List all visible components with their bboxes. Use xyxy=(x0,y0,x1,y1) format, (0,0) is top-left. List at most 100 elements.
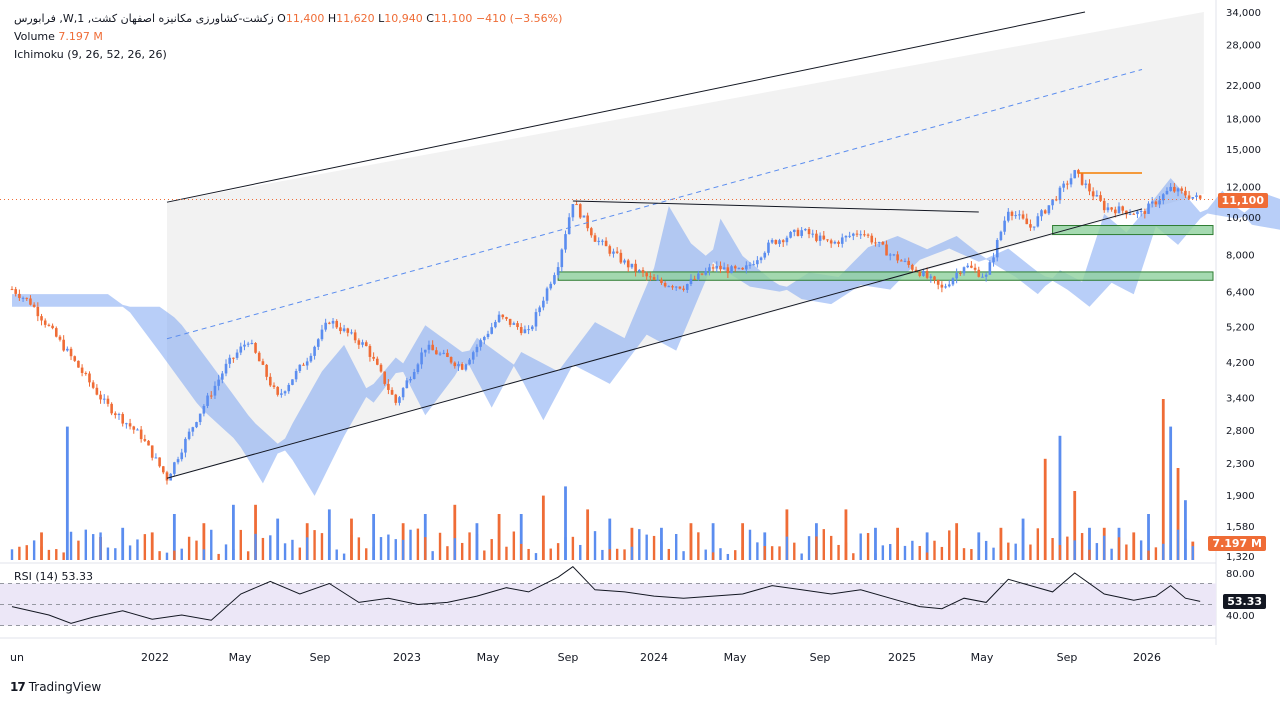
volume-bar xyxy=(446,546,449,560)
volume-bar xyxy=(128,545,132,560)
candle-body xyxy=(401,388,405,398)
candle-body xyxy=(649,276,652,278)
candle-body xyxy=(837,241,840,244)
candle-body xyxy=(615,251,619,253)
volume-bar xyxy=(645,534,648,560)
volume-bar xyxy=(32,540,36,560)
volume-bar xyxy=(911,540,914,560)
volume-bar xyxy=(903,545,907,560)
volume-bar xyxy=(874,553,877,560)
candle-body xyxy=(235,352,239,358)
candle-body xyxy=(239,346,243,353)
low-value: 10,940 xyxy=(384,12,423,25)
candle-body xyxy=(420,352,423,365)
candle-body xyxy=(150,445,154,458)
candle-body xyxy=(398,397,401,403)
volume-bar xyxy=(630,546,634,560)
volume-bar xyxy=(689,531,693,560)
volume-bar xyxy=(925,532,929,560)
volume-bar xyxy=(1066,536,1069,560)
volume-bar xyxy=(549,548,552,560)
candle-body xyxy=(324,322,327,330)
candle-body xyxy=(361,342,364,345)
candle-body xyxy=(353,332,357,341)
candle-body xyxy=(121,414,124,424)
candle-body xyxy=(1099,195,1102,201)
rsi-tick-label: 40.00 xyxy=(1226,611,1255,622)
candle-body xyxy=(549,283,553,289)
volume-bar xyxy=(623,549,626,560)
candle-body xyxy=(582,215,586,218)
volume-bar xyxy=(306,537,309,560)
volume-bar xyxy=(261,537,265,560)
time-tick-label: May xyxy=(971,651,994,664)
candle-body xyxy=(877,241,881,243)
candle-body xyxy=(981,276,984,278)
volume-bar xyxy=(84,529,87,560)
high-value: 11,620 xyxy=(336,12,375,25)
close-label: C xyxy=(426,12,434,25)
volume-bar xyxy=(136,539,139,560)
volume-bar xyxy=(1043,458,1047,560)
candle-body xyxy=(139,429,143,440)
volume-bar xyxy=(276,553,279,560)
candle-body xyxy=(508,318,512,325)
candle-body xyxy=(298,364,302,371)
volume-bar xyxy=(283,543,287,560)
price-tick-label: 4,200 xyxy=(1226,358,1255,369)
candle-body xyxy=(161,466,165,473)
candle-body xyxy=(272,385,276,387)
candle-body xyxy=(1043,210,1047,214)
candle-body xyxy=(464,364,468,370)
candle-body xyxy=(527,329,530,331)
candle-body xyxy=(756,260,759,265)
volume-bar xyxy=(490,539,493,560)
candle-body xyxy=(719,265,722,270)
candle-body xyxy=(475,346,479,353)
candle-body xyxy=(1136,211,1139,215)
candle-body xyxy=(1047,205,1051,214)
ichimoku-cloud xyxy=(12,178,1280,496)
volume-bar xyxy=(711,552,715,560)
chart-legend: فرابورس ,W,زکشت-کشاورزی مکانیزه اصفهان ک… xyxy=(14,10,562,64)
volume-bar xyxy=(158,551,161,560)
volume-bar xyxy=(342,553,346,560)
candle-body xyxy=(516,323,519,328)
time-tick-label: Sep xyxy=(1057,651,1078,664)
candle-body xyxy=(863,234,866,236)
volume-bar xyxy=(1029,544,1032,560)
volume-bar xyxy=(246,551,250,560)
volume-bar xyxy=(748,529,752,560)
candle-body xyxy=(18,293,21,298)
volume-bar xyxy=(254,533,257,560)
volume-bar xyxy=(970,549,973,560)
candle-body xyxy=(102,398,106,400)
candle-body xyxy=(1198,195,1202,199)
candle-body xyxy=(700,273,704,275)
volume-bar xyxy=(1139,540,1143,560)
candle-body xyxy=(1025,218,1029,225)
volume-bar xyxy=(232,504,235,560)
volume-badge: 7.197 M xyxy=(1208,536,1266,551)
volume-bar xyxy=(807,536,811,560)
brand[interactable]: 17 TradingView xyxy=(10,680,101,694)
candle-body xyxy=(947,284,951,287)
candle-body xyxy=(1003,220,1006,232)
candle-body xyxy=(328,322,331,324)
candle-body xyxy=(685,284,689,290)
volume-bar xyxy=(18,546,21,560)
candle-body xyxy=(309,355,313,362)
candle-body xyxy=(848,235,851,237)
volume-bar xyxy=(423,514,427,560)
candle-body xyxy=(859,234,862,236)
candle-body xyxy=(228,357,232,364)
candle-body xyxy=(885,244,888,256)
candle-body xyxy=(1180,188,1184,191)
candle-body xyxy=(925,270,929,278)
volume-bar xyxy=(40,532,43,560)
candle-body xyxy=(933,276,936,280)
candle-body xyxy=(184,438,187,453)
volume-bar xyxy=(837,544,840,560)
volume-bar xyxy=(187,536,191,560)
